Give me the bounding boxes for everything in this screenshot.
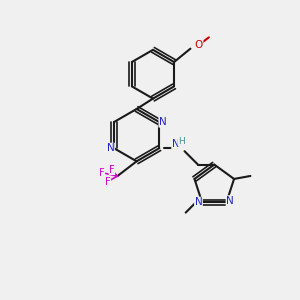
Text: F: F [105, 176, 111, 187]
Text: O: O [195, 40, 203, 50]
Text: F: F [109, 165, 115, 175]
Text: N: N [159, 117, 167, 127]
Text: F: F [99, 168, 105, 178]
Text: N: N [226, 196, 234, 206]
Text: N: N [172, 139, 179, 149]
Text: N: N [106, 143, 114, 153]
Text: H: H [178, 137, 185, 146]
Text: N: N [195, 197, 202, 207]
